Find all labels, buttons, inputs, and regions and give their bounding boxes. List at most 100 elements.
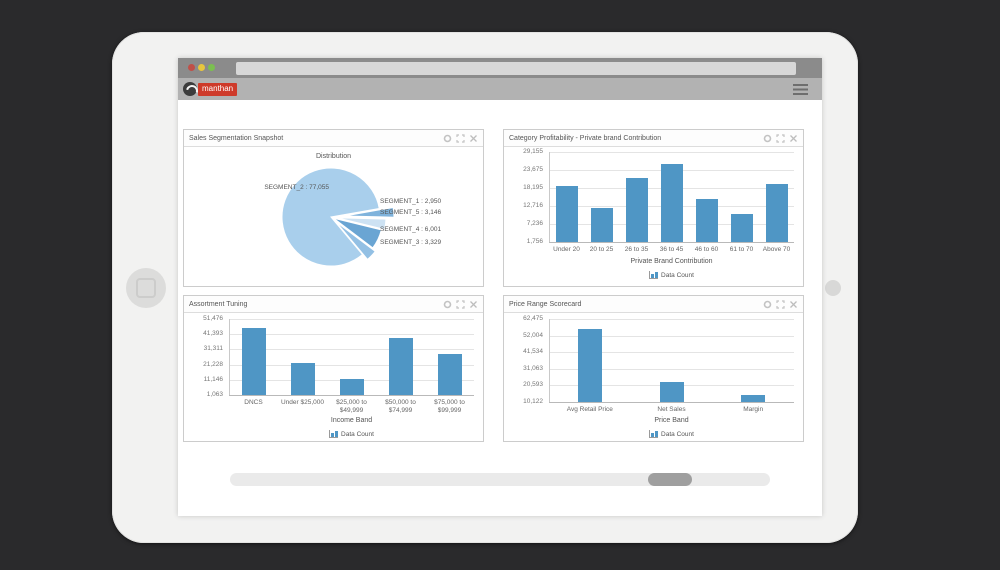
chart-legend[interactable]: Data Count	[549, 430, 794, 438]
gridline	[229, 319, 474, 320]
pie-segment-segment_4[interactable]	[333, 217, 382, 249]
bar[interactable]	[241, 328, 266, 395]
pie-segment-label: SEGMENT_3 : 3,329	[380, 239, 442, 246]
settings-icon[interactable]	[763, 134, 772, 143]
bar[interactable]	[590, 208, 613, 242]
close-icon[interactable]	[469, 134, 478, 143]
pie-graphic	[281, 167, 395, 267]
y-axis-tick-label: 10,122	[523, 398, 543, 405]
panel-header: Sales Segmentation Snapshot	[184, 130, 483, 147]
horizontal-scrollbar[interactable]	[230, 473, 770, 486]
minimize-window-icon[interactable]	[198, 64, 205, 71]
expand-icon[interactable]	[776, 133, 785, 143]
browser-titlebar	[178, 58, 822, 78]
y-axis-tick-label: 23,675	[523, 166, 543, 173]
y-axis-tick-label: 31,063	[523, 364, 543, 372]
panel-actions	[763, 299, 798, 309]
panel-title: Price Range Scorecard	[509, 300, 582, 308]
pie-segment-label: SEGMENT_1 : 2,950	[380, 198, 442, 205]
panel-title: Assortment Tuning	[189, 300, 248, 308]
chart-legend[interactable]: Data Count	[229, 430, 474, 438]
x-axis-category-label: $50,000 to $74,999	[385, 399, 416, 414]
pie-segment-segment_2[interactable]	[281, 167, 380, 267]
y-axis-line	[229, 319, 230, 395]
bar-chart: 29,155 23,675 18,195 12,716 7,236 1,756 Under …	[504, 147, 803, 285]
gridline	[549, 368, 794, 370]
pie-chart: Distribution SEGMENT_2 : 77,055 SEGMENT_1 …	[184, 147, 483, 285]
y-axis-tick-label: 1,756	[526, 238, 543, 245]
bar[interactable]	[625, 178, 648, 242]
x-axis-category-label: $75,000 to $99,999	[434, 399, 465, 414]
panel-actions	[443, 299, 478, 309]
expand-icon[interactable]	[456, 133, 465, 143]
pie-segment-segment_5[interactable]	[336, 217, 387, 231]
x-axis-category-label: 36 to 45	[659, 246, 684, 253]
y-axis-tick-label: 7,236	[526, 220, 543, 227]
bar[interactable]	[555, 186, 578, 242]
gridline	[229, 334, 474, 336]
app-toolbar: manthan	[178, 78, 822, 100]
gridline	[229, 395, 474, 396]
close-icon[interactable]	[469, 300, 478, 309]
chart-legend[interactable]: Data Count	[549, 271, 794, 279]
panel-assortment-tuning: Assortment Tuning 51,476 41,393 31,311 21,2…	[183, 295, 484, 442]
x-axis-category-label: Net Sales	[657, 406, 686, 413]
bar[interactable]	[577, 328, 602, 402]
x-axis-title: Price Band	[654, 417, 689, 424]
y-axis-tick-label: 41,393	[203, 330, 223, 338]
settings-icon[interactable]	[443, 300, 452, 309]
gridline	[229, 349, 474, 351]
manthan-logo[interactable]: manthan	[183, 82, 238, 96]
x-axis-category-label: Under $25,000	[280, 399, 324, 406]
x-axis-category-label: $25,000 to $49,999	[336, 399, 367, 414]
y-axis-tick-label: 11,146	[203, 375, 223, 383]
bar[interactable]	[695, 198, 718, 242]
settings-icon[interactable]	[763, 300, 772, 309]
bar-chart-icon	[649, 430, 659, 438]
y-axis-tick-label: 20,593	[523, 381, 543, 389]
gridline	[549, 352, 794, 354]
bar[interactable]	[730, 213, 753, 242]
settings-icon[interactable]	[443, 134, 452, 143]
x-axis-category-label: DNCS	[244, 399, 263, 406]
scrollbar-thumb[interactable]	[648, 473, 692, 486]
bar[interactable]	[290, 362, 315, 395]
legend-label: Data Count	[661, 272, 694, 279]
bar[interactable]	[659, 382, 684, 402]
manthan-logo-icon	[183, 82, 197, 96]
bar[interactable]	[437, 353, 462, 395]
x-axis-category-label: 46 to 60	[694, 246, 719, 253]
pie-segment-label: SEGMENT_5 : 3,146	[380, 209, 442, 216]
pie-segment-segment_3[interactable]	[335, 221, 376, 261]
pie-segment-label: SEGMENT_2 : 77,055	[264, 184, 329, 191]
home-button[interactable]	[126, 268, 166, 308]
panel-actions	[763, 133, 798, 143]
y-axis-tick-label: 52,004	[523, 331, 543, 339]
tablet-device: manthan Sales Segmentation Snapshot Dist…	[112, 32, 858, 543]
expand-icon[interactable]	[456, 299, 465, 309]
panel-header: Price Range Scorecard	[504, 296, 803, 313]
x-axis-category-label: 26 to 35	[624, 246, 649, 253]
bar-chart-icon	[329, 430, 339, 438]
y-axis-tick-label: 41,534	[523, 348, 543, 356]
panel-sales-segmentation: Sales Segmentation Snapshot Distribution…	[183, 129, 484, 287]
bar[interactable]	[765, 184, 788, 242]
pie-segment-segment_1[interactable]	[344, 206, 395, 218]
y-axis-line	[549, 152, 550, 242]
legend-label: Data Count	[341, 431, 374, 438]
bar[interactable]	[339, 378, 364, 395]
expand-icon[interactable]	[776, 299, 785, 309]
bar[interactable]	[388, 337, 413, 395]
x-axis-title: Income Band	[330, 417, 373, 424]
hamburger-menu-icon[interactable]	[793, 84, 808, 95]
close-icon[interactable]	[789, 134, 798, 143]
close-icon[interactable]	[789, 300, 798, 309]
address-bar[interactable]	[236, 62, 796, 75]
y-axis-tick-label: 1,063	[206, 391, 223, 398]
close-window-icon[interactable]	[188, 64, 195, 71]
maximize-window-icon[interactable]	[208, 64, 215, 71]
bar[interactable]	[741, 395, 766, 402]
bar[interactable]	[660, 164, 683, 242]
y-axis-tick-label: 62,475	[523, 315, 543, 322]
camera-dot	[825, 280, 841, 296]
